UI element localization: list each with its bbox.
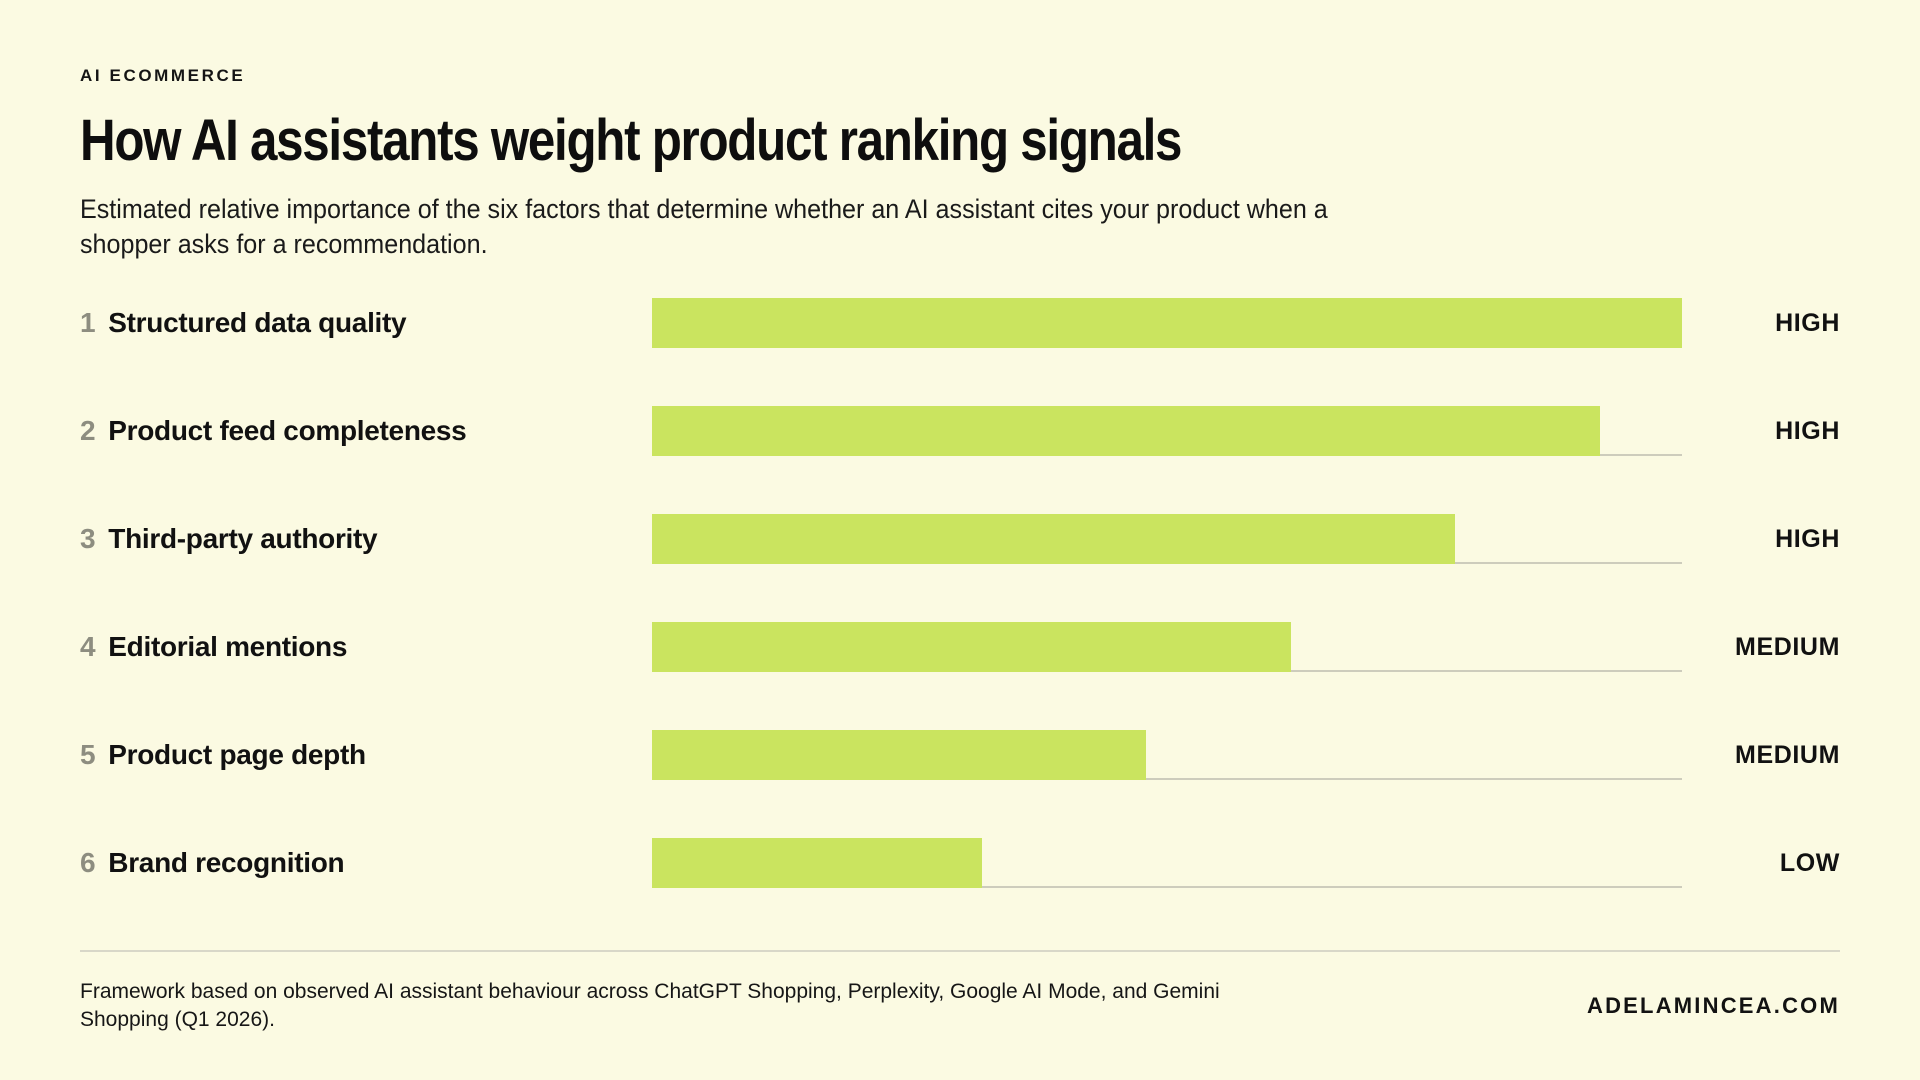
chart-row-structured-data-quality: 1 Structured data quality HIGH [80,298,1840,348]
factor-name: Editorial mentions [108,631,348,662]
chart-row-editorial-mentions: 4 Editorial mentions MEDIUM [80,622,1840,672]
rank-number: 5 [80,739,96,770]
bar-track [652,838,1682,888]
footer-divider [80,950,1840,952]
rating-badge: LOW [1779,848,1840,877]
row-label: 6 Brand recognition [80,847,652,879]
row-label: 4 Editorial mentions [80,631,652,663]
bar-chart: 1 Structured data quality HIGH 2 Product… [80,298,1840,888]
bar-fill [652,622,1291,672]
rating-badge: HIGH [1775,308,1840,337]
factor-name: Third-party authority [108,523,378,554]
rank-number: 3 [80,523,96,554]
bar-track [652,730,1682,780]
bar-fill [652,298,1682,348]
chart-row-third-party-authority: 3 Third-party authority HIGH [80,514,1840,564]
rating-badge: HIGH [1775,416,1840,445]
footer: Framework based on observed AI assistant… [80,978,1840,1034]
bar-track [652,514,1682,564]
bar-fill [652,406,1600,456]
chart-row-product-feed-completeness: 2 Product feed completeness HIGH [80,406,1840,456]
factor-name: Product page depth [108,739,366,770]
bar-fill [652,730,1147,780]
rating-badge: HIGH [1775,524,1840,553]
bar-fill [652,514,1456,564]
bar-baseline [652,886,1682,888]
footer-site-label: ADELAMINCEA.COM [1587,993,1840,1018]
row-label: 3 Third-party authority [80,523,652,555]
factor-name: Product feed completeness [108,415,467,446]
page-subtitle: Estimated relative importance of the six… [80,194,1328,259]
row-label: 2 Product feed completeness [80,415,652,447]
footer-note: Framework based on observed AI assistant… [80,980,1220,1031]
row-label: 1 Structured data quality [80,307,652,339]
bar-track [652,298,1682,348]
rating-badge: MEDIUM [1735,632,1840,661]
bar-track [652,406,1682,456]
page-title: How AI assistants weight product ranking… [80,108,1182,173]
rank-number: 2 [80,415,96,446]
chart-row-brand-recognition: 6 Brand recognition LOW [80,838,1840,888]
row-label: 5 Product page depth [80,739,652,771]
factor-name: Brand recognition [108,847,345,878]
bar-baseline [652,778,1682,780]
rank-number: 6 [80,847,96,878]
rating-badge: MEDIUM [1735,740,1840,769]
eyebrow-label: AI ECOMMERCE [80,66,246,85]
bar-track [652,622,1682,672]
chart-row-product-page-depth: 5 Product page depth MEDIUM [80,730,1840,780]
rank-number: 4 [80,631,96,662]
bar-fill [652,838,982,888]
factor-name: Structured data quality [108,307,407,338]
rank-number: 1 [80,307,96,338]
